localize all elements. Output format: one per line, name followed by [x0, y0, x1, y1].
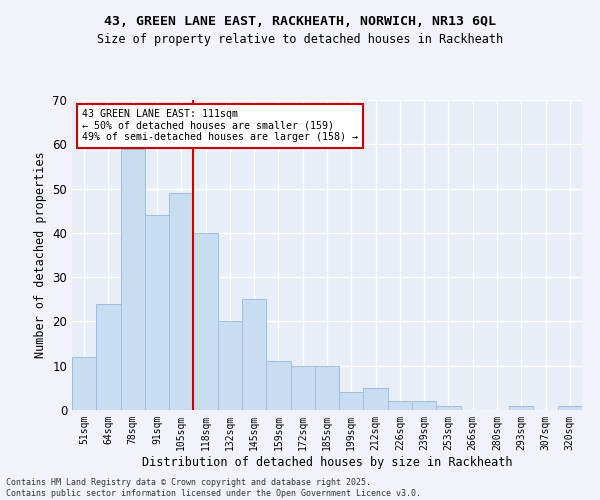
Bar	[242, 300, 266, 410]
X-axis label: Distribution of detached houses by size in Rackheath: Distribution of detached houses by size …	[142, 456, 512, 468]
Text: Size of property relative to detached houses in Rackheath: Size of property relative to detached ho…	[97, 32, 503, 46]
Text: Contains HM Land Registry data © Crown copyright and database right 2025.
Contai: Contains HM Land Registry data © Crown c…	[6, 478, 421, 498]
Bar	[145, 215, 169, 410]
Bar	[558, 406, 582, 410]
Bar	[218, 322, 242, 410]
Bar	[509, 406, 533, 410]
Bar	[315, 366, 339, 410]
Y-axis label: Number of detached properties: Number of detached properties	[34, 152, 47, 358]
Bar	[290, 366, 315, 410]
Bar	[266, 362, 290, 410]
Bar	[96, 304, 121, 410]
Text: 43, GREEN LANE EAST, RACKHEATH, NORWICH, NR13 6QL: 43, GREEN LANE EAST, RACKHEATH, NORWICH,…	[104, 15, 496, 28]
Bar	[193, 233, 218, 410]
Bar	[412, 401, 436, 410]
Bar	[388, 401, 412, 410]
Bar	[72, 357, 96, 410]
Bar	[436, 406, 461, 410]
Bar	[169, 193, 193, 410]
Bar	[121, 148, 145, 410]
Text: 43 GREEN LANE EAST: 111sqm
← 50% of detached houses are smaller (159)
49% of sem: 43 GREEN LANE EAST: 111sqm ← 50% of deta…	[82, 110, 358, 142]
Bar	[339, 392, 364, 410]
Bar	[364, 388, 388, 410]
